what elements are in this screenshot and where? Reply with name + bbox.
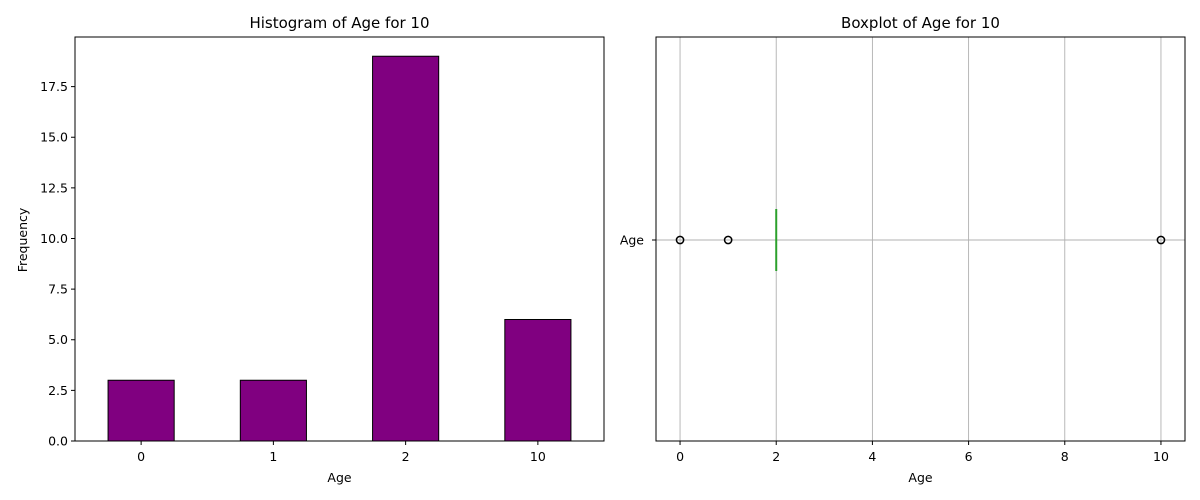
boxplot-x-tick-label: 0: [676, 449, 684, 464]
boxplot-outlier-point: [1156, 235, 1166, 245]
boxplot-grid: [656, 37, 1185, 441]
histogram-y-tick-label: 0.0: [48, 434, 68, 449]
histogram-y-tick-label: 7.5: [48, 282, 68, 297]
histogram-y-tick-label: 2.5: [48, 383, 68, 398]
histogram-x-ticks: 0 1 2 10: [137, 441, 546, 464]
boxplot-outlier-point: [723, 235, 733, 245]
boxplot-x-tick-label: 4: [868, 449, 876, 464]
histogram-x-tick-label: 0: [137, 449, 145, 464]
histogram-bar: [372, 55, 440, 442]
histogram-bar: [504, 318, 572, 442]
boxplot-marks: [675, 209, 1166, 271]
boxplot-axes-frame: [655, 36, 1186, 442]
boxplot-x-tick-label: 2: [772, 449, 780, 464]
histogram-y-tick-label: 15.0: [40, 130, 68, 145]
boxplot-x-axis-label: Age: [908, 470, 932, 485]
histogram-bars: [107, 55, 572, 442]
boxplot-x-tick-label: 8: [1061, 449, 1069, 464]
histogram-x-tick-label: 10: [530, 449, 546, 464]
histogram-y-tick-label: 5.0: [48, 332, 68, 347]
histogram-y-ticks: 0.0 2.5 5.0 7.5 10.0 12.5 15.0 17.5: [40, 79, 75, 449]
boxplot-x-tick-label: 10: [1153, 449, 1169, 464]
boxplot-outlier-point: [675, 235, 685, 245]
histogram-y-tick-label: 17.5: [40, 79, 68, 94]
boxplot-panel: Boxplot of Age for 10 0 2 4 6 8 10 Age Age: [620, 14, 1186, 485]
boxplot-title: Boxplot of Age for 10: [841, 14, 1000, 32]
histogram-y-axis-label: Frequency: [15, 207, 30, 272]
histogram-x-tick-label: 1: [269, 449, 277, 464]
boxplot-x-tick-label: 6: [965, 449, 973, 464]
histogram-title: Histogram of Age for 10: [249, 14, 429, 32]
histogram-y-tick-label: 10.0: [40, 231, 68, 246]
boxplot-x-ticks: 0 2 4 6 8 10: [676, 441, 1169, 464]
histogram-panel: Histogram of Age for 10 0 1 2 10 0.0 2.5 5.0 7…: [15, 14, 605, 485]
histogram-x-tick-label: 2: [402, 449, 410, 464]
boxplot-y-tick-label: Age: [620, 233, 644, 248]
histogram-bar: [239, 379, 307, 442]
histogram-y-tick-label: 12.5: [40, 180, 68, 195]
histogram-x-axis-label: Age: [327, 470, 351, 485]
histogram-axes-frame: [74, 36, 605, 442]
histogram-bar: [107, 379, 175, 442]
boxplot-y-ticks: Age: [620, 233, 656, 248]
